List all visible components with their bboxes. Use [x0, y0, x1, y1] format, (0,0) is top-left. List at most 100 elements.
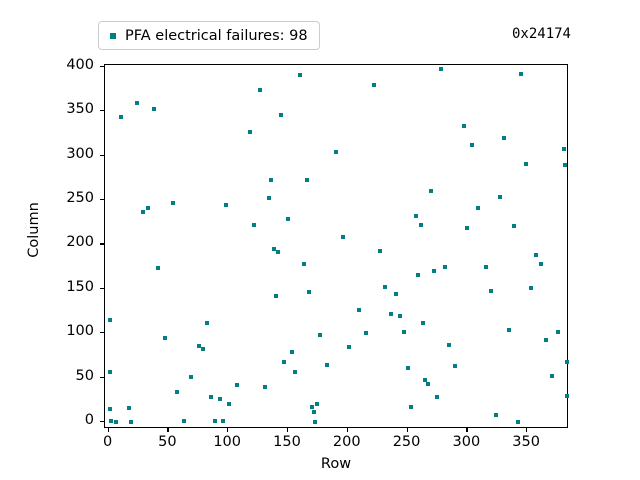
x-tick-mark	[526, 428, 528, 432]
y-tick-mark	[100, 376, 104, 378]
scatter-point	[442, 264, 447, 269]
legend-square-marker-icon	[110, 32, 116, 39]
scatter-point	[318, 332, 323, 337]
y-tick-mark	[100, 154, 104, 156]
scatter-point	[314, 402, 319, 407]
scatter-point	[293, 370, 298, 375]
plot-data-area	[105, 65, 569, 427]
y-tick-label: 200	[66, 234, 94, 251]
scatter-point	[533, 252, 538, 257]
scatter-point	[278, 112, 283, 117]
scatter-point	[209, 395, 214, 400]
scatter-point	[425, 381, 430, 386]
scatter-point	[409, 404, 414, 409]
scatter-point	[515, 419, 520, 424]
scatter-point	[489, 288, 494, 293]
x-tick-mark	[107, 428, 109, 432]
scatter-point	[363, 331, 368, 336]
x-tick-label: 50	[158, 434, 177, 450]
scatter-point	[189, 374, 194, 379]
scatter-point	[465, 226, 470, 231]
scatter-point	[447, 342, 452, 347]
scatter-point	[204, 321, 209, 326]
scatter-point	[107, 406, 112, 411]
scatter-point	[181, 419, 186, 423]
scatter-point	[416, 273, 421, 278]
x-tick-label: 200	[332, 434, 361, 450]
scatter-point	[305, 178, 310, 183]
scatter-point	[269, 178, 274, 183]
scatter-point	[227, 402, 232, 407]
x-tick-label: 0	[102, 434, 113, 450]
scatter-point	[197, 344, 202, 349]
scatter-point	[539, 261, 544, 266]
scatter-point	[346, 345, 351, 350]
scatter-point	[382, 284, 387, 289]
y-tick-mark	[100, 287, 104, 290]
scatter-point	[312, 410, 317, 415]
scatter-point	[263, 385, 268, 390]
scatter-point	[274, 293, 278, 298]
scatter-point	[221, 419, 226, 423]
scatter-point	[129, 419, 134, 424]
y-tick-mark	[100, 243, 104, 245]
scatter-point	[107, 317, 112, 322]
scatter-point	[107, 370, 112, 375]
scatter-point	[413, 213, 418, 218]
scatter-point	[155, 266, 160, 271]
scatter-point	[301, 261, 306, 266]
scatter-point	[234, 382, 239, 387]
y-tick-mark	[100, 110, 104, 112]
x-tick-mark	[167, 428, 169, 432]
scatter-point	[401, 330, 406, 335]
scatter-point	[393, 292, 398, 297]
scatter-point	[523, 161, 528, 166]
x-axis-title: Row	[320, 456, 352, 472]
scatter-point	[511, 223, 516, 228]
scatter-point	[497, 195, 502, 200]
y-tick-mark	[100, 65, 104, 68]
y-tick-label: 0	[84, 411, 94, 428]
scatter-point	[247, 129, 252, 134]
x-tick-label: 150	[273, 434, 301, 450]
y-tick-mark	[100, 420, 104, 423]
scatter-point	[289, 349, 294, 354]
y-tick-label: 100	[66, 323, 94, 340]
scatter-point	[372, 82, 377, 87]
scatter-point	[282, 359, 287, 364]
scatter-point	[461, 124, 466, 129]
scatter-point	[285, 216, 290, 221]
scatter-point	[562, 147, 567, 152]
scatter-point	[519, 71, 524, 76]
scatter-point	[201, 347, 206, 352]
y-tick-mark	[100, 198, 104, 201]
scatter-point	[563, 163, 568, 168]
scatter-point	[135, 101, 140, 106]
scatter-point	[484, 264, 489, 269]
scatter-point	[258, 87, 263, 92]
chip-id-title: 0x24174	[511, 26, 571, 42]
scatter-point	[435, 395, 440, 400]
scatter-point	[271, 246, 276, 251]
scatter-point	[108, 419, 113, 423]
scatter-point	[528, 285, 533, 290]
y-tick-mark	[100, 332, 104, 334]
x-tick-mark	[286, 428, 289, 432]
scatter-point	[494, 412, 499, 417]
y-tick-label: 350	[66, 101, 94, 118]
scatter-point	[439, 67, 444, 72]
scatter-point	[171, 201, 176, 206]
scatter-point	[146, 205, 151, 210]
scatter-point	[423, 378, 428, 383]
x-tick-mark	[406, 428, 408, 432]
scatter-point	[118, 115, 123, 120]
scatter-point	[162, 335, 167, 340]
x-tick-mark	[346, 428, 349, 432]
scatter-point	[217, 396, 222, 401]
scatter-point	[113, 419, 118, 424]
scatter-point	[564, 360, 569, 365]
x-tick-label: 300	[452, 434, 481, 450]
plot-frame	[104, 64, 569, 428]
scatter-point	[223, 203, 228, 208]
x-tick-label: 350	[512, 434, 540, 450]
